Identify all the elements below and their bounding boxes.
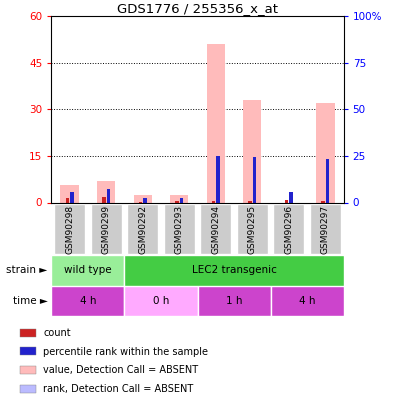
Text: wild type: wild type: [64, 265, 112, 275]
Text: GSM90294: GSM90294: [211, 205, 220, 254]
Text: GSM90299: GSM90299: [102, 205, 111, 254]
Bar: [124, 255, 344, 286]
Text: GSM90292: GSM90292: [138, 205, 147, 254]
FancyBboxPatch shape: [164, 204, 195, 254]
Text: GSM90293: GSM90293: [175, 205, 184, 254]
Bar: [20, 385, 36, 392]
Text: 1 h: 1 h: [226, 296, 242, 306]
Bar: [248, 201, 252, 202]
Text: GSM90296: GSM90296: [284, 205, 293, 254]
Bar: [216, 156, 220, 202]
Bar: [51, 286, 124, 316]
Bar: [285, 200, 288, 202]
Text: time ►: time ►: [13, 296, 47, 306]
Bar: [66, 198, 69, 202]
Bar: [143, 198, 147, 202]
Text: LEC2 transgenic: LEC2 transgenic: [192, 265, 276, 275]
Bar: [134, 195, 152, 202]
Bar: [60, 185, 79, 202]
Text: strain ►: strain ►: [6, 265, 47, 275]
Bar: [212, 201, 215, 202]
Bar: [102, 197, 106, 202]
Bar: [97, 181, 115, 202]
FancyBboxPatch shape: [273, 204, 305, 254]
Bar: [107, 189, 110, 202]
FancyBboxPatch shape: [54, 204, 85, 254]
Text: count: count: [43, 328, 71, 338]
Bar: [20, 329, 36, 337]
Bar: [170, 195, 188, 202]
Bar: [180, 198, 183, 202]
Text: GSM90295: GSM90295: [248, 205, 257, 254]
Bar: [51, 255, 124, 286]
FancyBboxPatch shape: [310, 204, 341, 254]
Bar: [289, 192, 293, 202]
Bar: [20, 347, 36, 355]
Text: GSM90298: GSM90298: [65, 205, 74, 254]
Bar: [271, 286, 344, 316]
Bar: [322, 201, 325, 202]
Bar: [20, 366, 36, 374]
Text: 4 h: 4 h: [80, 296, 96, 306]
Text: GSM90297: GSM90297: [321, 205, 330, 254]
FancyBboxPatch shape: [90, 204, 122, 254]
FancyBboxPatch shape: [127, 204, 158, 254]
Text: 4 h: 4 h: [299, 296, 315, 306]
FancyBboxPatch shape: [200, 204, 231, 254]
Bar: [326, 159, 329, 202]
Text: percentile rank within the sample: percentile rank within the sample: [43, 347, 209, 357]
Bar: [198, 286, 271, 316]
Text: rank, Detection Call = ABSENT: rank, Detection Call = ABSENT: [43, 384, 194, 394]
Text: value, Detection Call = ABSENT: value, Detection Call = ABSENT: [43, 365, 199, 375]
Bar: [316, 103, 335, 202]
Text: 0 h: 0 h: [153, 296, 169, 306]
Bar: [124, 286, 198, 316]
Bar: [253, 158, 256, 202]
Title: GDS1776 / 255356_x_at: GDS1776 / 255356_x_at: [117, 2, 278, 15]
FancyBboxPatch shape: [237, 204, 268, 254]
Bar: [175, 201, 179, 202]
Bar: [70, 192, 73, 202]
Bar: [243, 100, 261, 202]
Bar: [207, 44, 225, 203]
